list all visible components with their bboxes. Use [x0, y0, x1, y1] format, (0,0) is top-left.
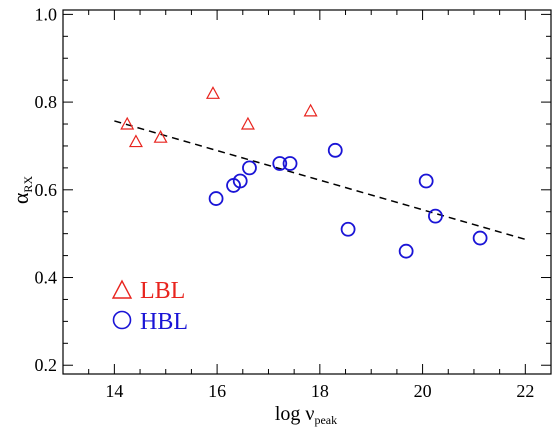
lbl-point-4 [240, 116, 255, 130]
hbl-point-8 [398, 243, 414, 259]
hbl-point-6 [327, 142, 343, 158]
legend-lbl-triangle-icon [111, 279, 133, 299]
hbl-point-2 [232, 173, 248, 189]
lbl-point-0 [120, 116, 135, 130]
hbl-point-4 [272, 156, 288, 171]
plot-frame [62, 9, 552, 375]
y-tick-label: 0.2 [35, 355, 58, 375]
legend-hbl-label: HBL [140, 309, 188, 335]
hbl-point-0 [208, 191, 224, 206]
lbl-point-1 [128, 134, 143, 148]
y-tick-label: 1.0 [35, 4, 58, 24]
points-layer [120, 86, 488, 259]
hbl-point-10 [428, 208, 443, 224]
hbl-point-3 [242, 160, 257, 176]
hbl-point-7 [340, 221, 356, 237]
x-tick-label: 18 [311, 381, 329, 401]
x-axis-title-sub: peak [314, 413, 337, 427]
x-tick-label: 16 [208, 381, 226, 401]
lbl-point-3 [205, 86, 221, 99]
lbl-point-2 [153, 129, 168, 143]
legend-item-lbl: LBL [111, 278, 185, 304]
x-axis-title: log νpeak [275, 403, 337, 427]
x-tick-label: 20 [414, 381, 432, 401]
ticks-layer [62, 10, 552, 374]
legend-lbl-label: LBL [140, 278, 185, 304]
fit-line [114, 120, 526, 241]
legend: LBL HBL [111, 278, 188, 335]
y-axis-title-main: α [8, 192, 33, 204]
hbl-point-11 [472, 230, 488, 246]
y-tick-label: 0.6 [35, 180, 58, 200]
hbl-point-9 [418, 173, 434, 189]
x-tick-label: 22 [516, 381, 534, 401]
y-axis-title: αRX [8, 176, 35, 205]
legend-item-hbl: HBL [112, 309, 188, 335]
legend-hbl-circle-icon [112, 310, 132, 330]
y-tick-label: 0.4 [35, 268, 58, 288]
tick-labels-layer: 14 16 18 20 22 0.2 0.4 0.6 0.8 1.0 [35, 4, 535, 401]
hbl-point-5 [282, 156, 298, 171]
y-tick-label: 0.8 [35, 92, 58, 112]
x-axis-title-main: log ν [275, 403, 315, 425]
x-tick-label: 14 [105, 381, 123, 401]
fit-line-layer [114, 120, 526, 241]
lbl-point-5 [303, 103, 318, 117]
y-axis-title-sub: RX [21, 176, 35, 193]
